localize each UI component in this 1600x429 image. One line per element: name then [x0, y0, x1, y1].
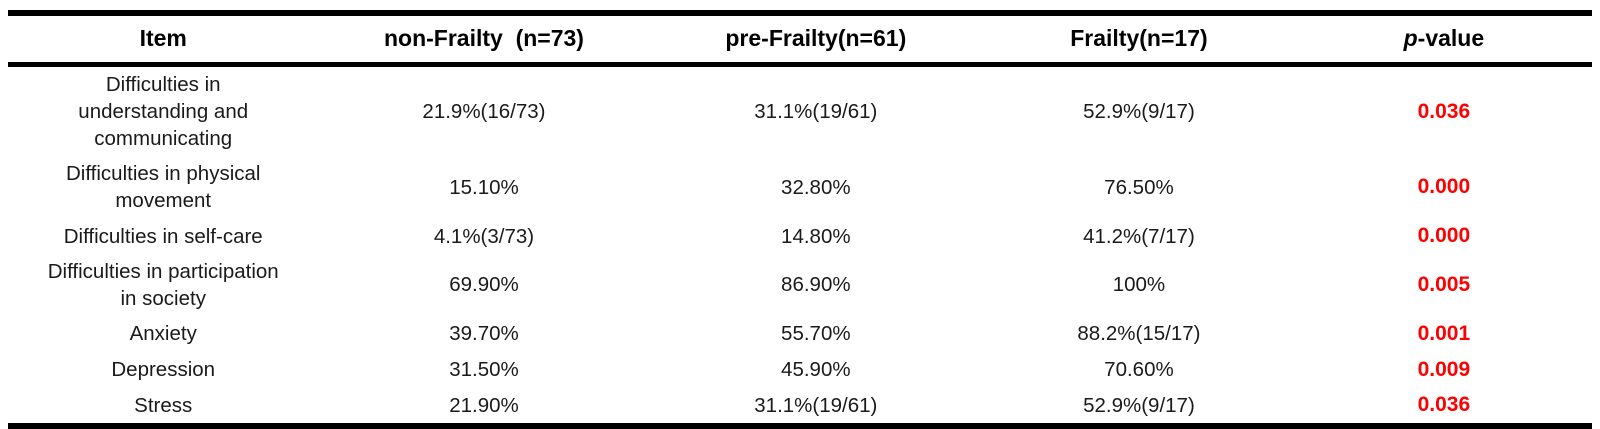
frailty-comparison-table: Item non-Frailty (n=73) pre-Frailty(n=61…: [8, 10, 1592, 429]
pre-frailty-value: 45.90%: [781, 358, 851, 382]
frailty-value: 88.2%(15/17): [1077, 322, 1201, 346]
frailty-value: 41.2%(7/17): [1083, 224, 1195, 248]
p-value-rest: -value: [1417, 25, 1485, 51]
table-header-row: Item non-Frailty (n=73) pre-Frailty(n=61…: [8, 13, 1592, 67]
column-header-p-value: p-value: [1295, 13, 1592, 67]
table-row: Anxiety 39.70% 55.70% 88.2%(15/17) 0.001: [8, 316, 1592, 352]
item-label: Difficulties in participation in society: [47, 259, 279, 310]
p-value: 0.005: [1417, 273, 1471, 297]
non-frailty-value: 31.50%: [449, 358, 519, 382]
table-row: Difficulties in self-care 4.1%(3/73) 14.…: [8, 218, 1592, 254]
item-label: Anxiety: [129, 322, 197, 346]
table-row: Difficulties in understanding and commun…: [8, 65, 1592, 157]
item-label: Difficulties in self-care: [63, 224, 263, 248]
pre-frailty-value: 14.80%: [781, 224, 851, 248]
pre-frailty-value: 55.70%: [781, 322, 851, 346]
p-value: 0.036: [1417, 99, 1471, 123]
column-header-frailty: Frailty(n=17): [982, 13, 1296, 67]
item-label: Difficulties in physical movement: [66, 162, 261, 213]
frailty-value: 52.9%(9/17): [1083, 100, 1195, 124]
pre-frailty-value: 86.90%: [781, 273, 851, 297]
non-frailty-value: 4.1%(3/73): [433, 224, 535, 248]
non-frailty-value: 39.70%: [449, 322, 519, 346]
p-value: 0.000: [1417, 175, 1471, 199]
column-header-item: Item: [8, 13, 319, 67]
column-header-pre-frailty: pre-Frailty(n=61): [649, 13, 983, 67]
table-row: Difficulties in physical movement 15.10%…: [8, 156, 1592, 218]
column-header-non-frailty: non-Frailty (n=73): [318, 13, 650, 67]
pre-frailty-value: 31.1%(19/61): [754, 100, 878, 124]
p-value: 0.001: [1417, 322, 1471, 346]
p-value-italic-p: p: [1403, 25, 1418, 51]
non-frailty-value: 15.10%: [449, 175, 519, 199]
frailty-value: 100%: [1112, 273, 1166, 297]
p-value: 0.000: [1417, 224, 1471, 248]
item-label: Depression: [111, 358, 216, 382]
frailty-value: 70.60%: [1104, 358, 1174, 382]
frailty-value: 76.50%: [1104, 175, 1174, 199]
pre-frailty-value: 32.80%: [781, 175, 851, 199]
non-frailty-value: 21.9%(16/73): [422, 100, 546, 124]
table-row: Difficulties in participation in society…: [8, 254, 1592, 316]
table-row: Depression 31.50% 45.90% 70.60% 0.009: [8, 352, 1592, 388]
non-frailty-value: 69.90%: [449, 273, 519, 297]
item-label: Difficulties in understanding and commun…: [78, 73, 249, 151]
page: Item non-Frailty (n=73) pre-Frailty(n=61…: [8, 10, 1592, 429]
p-value: 0.009: [1417, 357, 1471, 381]
